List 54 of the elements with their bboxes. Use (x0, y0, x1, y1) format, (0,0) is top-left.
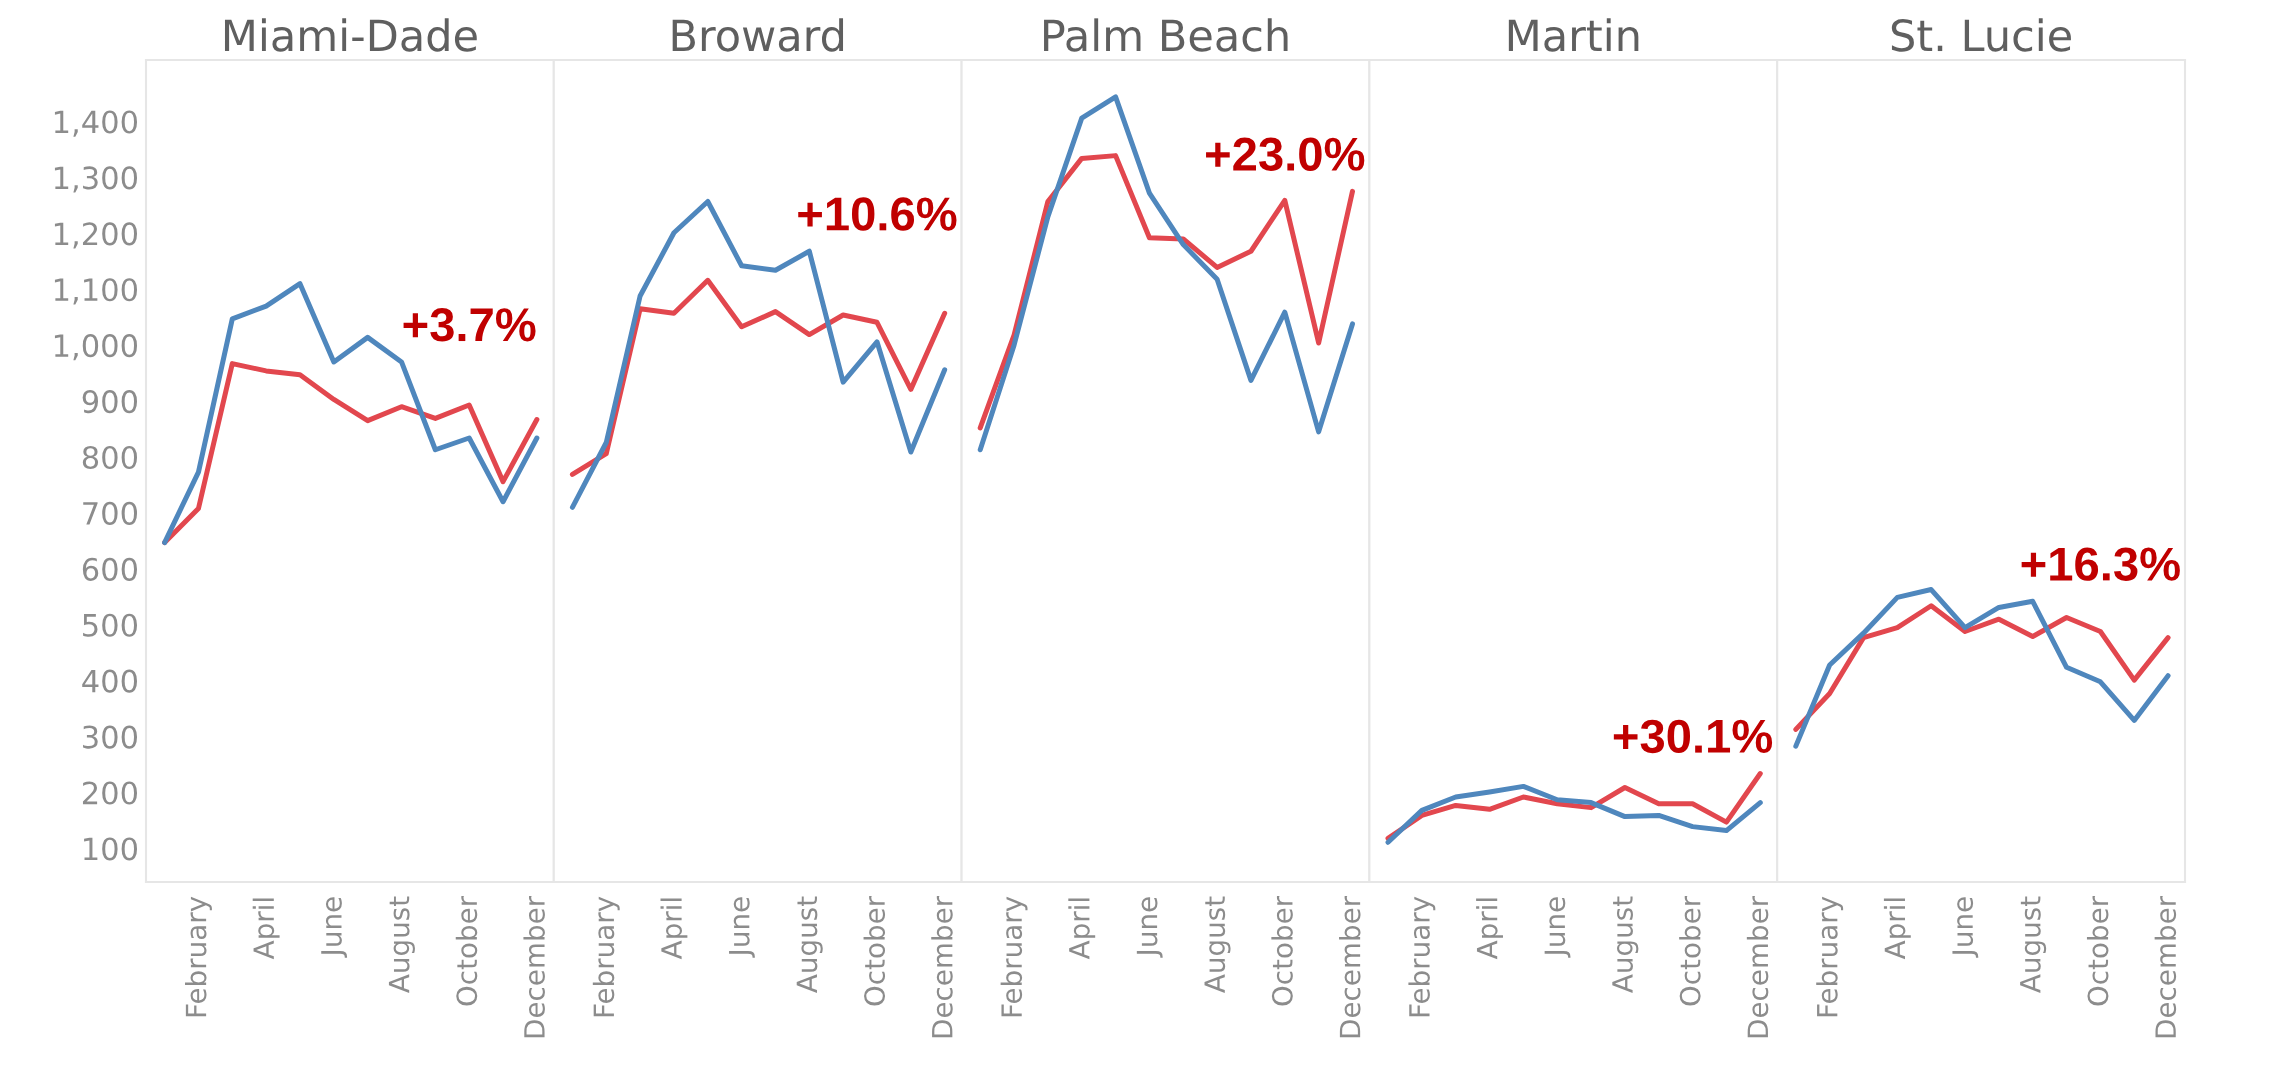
y-tick-label: 1,200 (54, 222, 138, 249)
x-tick-label: December (2154, 895, 2177, 1038)
chart-title: Martin (1508, 18, 1639, 52)
annotation: +16.3% (2021, 547, 2180, 581)
y-tick-label: 1,300 (54, 166, 138, 193)
x-tick-label: February (185, 896, 212, 1017)
x-tick-label: December (931, 895, 953, 1038)
x-tick-label: December (523, 895, 545, 1038)
x-tick-label: April (660, 898, 688, 960)
y-tick-label: 600 (82, 557, 138, 581)
annotation: +10.6% (798, 197, 957, 231)
x-tick-label: February (1408, 896, 1436, 1017)
annotation: +30.1% (1613, 719, 1773, 754)
x-tick-label: August (2020, 896, 2047, 993)
chart-title: Broward (672, 18, 844, 52)
y-tick-label: 500 (83, 613, 138, 637)
y-tick-label: 1,400 (54, 110, 138, 137)
x-tick-label: June (321, 897, 348, 958)
chart-title: Miami-Dade (224, 18, 477, 52)
x-tick-label: April (1476, 898, 1503, 960)
x-tick-label: August (1204, 896, 1231, 993)
y-tick-label: 1,000 (54, 334, 138, 361)
x-tick-label: February (592, 896, 620, 1017)
chart-title: Palm Beach (1044, 18, 1288, 52)
x-tick-label: April (1068, 898, 1096, 960)
x-tick-label: April (252, 898, 280, 960)
x-tick-label: February (1816, 896, 1844, 1017)
x-tick-label: October (1271, 895, 1293, 1006)
x-tick-label: August (388, 896, 415, 993)
annotation: +23.0% (1206, 137, 1365, 172)
x-tick-label: October (2086, 895, 2109, 1006)
x-tick-label: June (1136, 897, 1163, 958)
x-tick-label: October (1679, 895, 1701, 1006)
x-tick-label: December (1339, 895, 1361, 1038)
y-tick-label: 900 (82, 390, 138, 414)
x-tick-label: December (1746, 895, 1769, 1038)
x-tick-label: October (455, 895, 478, 1006)
y-tick-label: 1,100 (54, 278, 138, 305)
x-tick-label: June (1952, 897, 1979, 958)
x-tick-label: October (863, 895, 886, 1006)
y-tick-label: 700 (83, 501, 138, 525)
x-tick-label: August (796, 896, 823, 993)
x-tick-label: April (1883, 898, 1911, 960)
y-tick-label: 800 (82, 445, 138, 470)
x-tick-label: February (1000, 896, 1028, 1017)
y-tick-label: 100 (84, 837, 138, 861)
y-tick-label: 400 (82, 669, 138, 693)
y-tick-label: 300 (83, 725, 138, 749)
annotation: +3.7% (403, 308, 536, 342)
y-tick-label: 200 (82, 781, 138, 805)
chart-title: St. Lucie (1891, 18, 2071, 52)
x-tick-label: August (1612, 896, 1639, 993)
x-tick-label: June (1544, 897, 1571, 958)
x-tick-label: June (729, 897, 755, 958)
